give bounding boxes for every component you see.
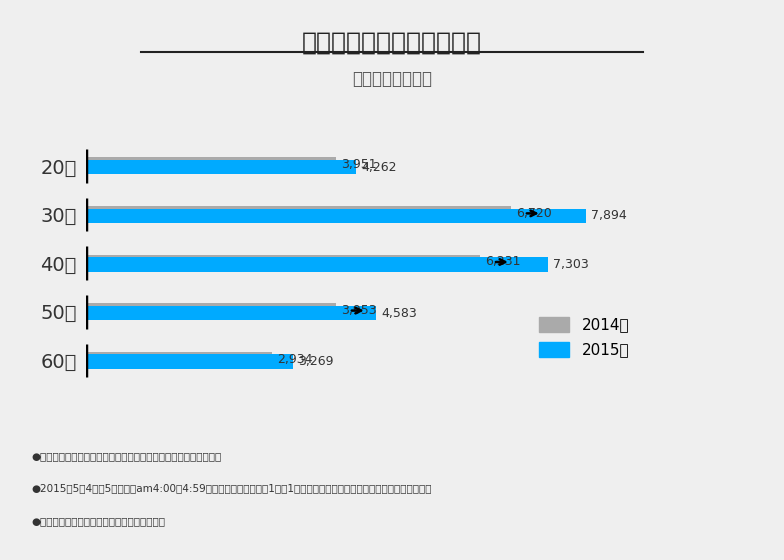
- Bar: [86, 354, 293, 369]
- Bar: [86, 304, 336, 318]
- Text: ●首都圏は東京都・千葉県・埼玉県・神奈川県: ●首都圏は東京都・千葉県・埼玉県・神奈川県: [31, 516, 165, 526]
- Text: 6,720: 6,720: [517, 207, 552, 220]
- Text: 6,231: 6,231: [485, 255, 521, 268]
- Text: （首都圏居住者）: （首都圏居住者）: [352, 70, 432, 88]
- Text: 3,951: 3,951: [341, 158, 377, 171]
- Text: ●2015年5月4日・5日の各日am4:00〜4:59の滞在者を集計し、「1日の1時間あたり」の人数として平均化。前年も同様。: ●2015年5月4日・5日の各日am4:00〜4:59の滞在者を集計し、「1日の…: [31, 483, 432, 493]
- Text: 4,262: 4,262: [361, 161, 397, 174]
- Text: 7,894: 7,894: [590, 209, 626, 222]
- Bar: [86, 352, 272, 366]
- Text: 4,583: 4,583: [381, 306, 417, 320]
- Bar: [86, 160, 356, 175]
- Legend: 2014年, 2015年: 2014年, 2015年: [532, 310, 635, 364]
- Bar: [86, 208, 586, 223]
- Text: 富山県来訪者の年齢別内訳: 富山県来訪者の年齢別内訳: [302, 31, 482, 55]
- Text: 3,269: 3,269: [298, 355, 333, 368]
- Bar: [86, 306, 376, 320]
- Text: ●出典：ドコモ・インサイトマーケティング「モバイル空間統計」: ●出典：ドコモ・インサイトマーケティング「モバイル空間統計」: [31, 451, 222, 461]
- Bar: [86, 257, 548, 272]
- Bar: [86, 206, 511, 221]
- Bar: [86, 255, 481, 269]
- Bar: [86, 157, 336, 172]
- Text: 7,303: 7,303: [554, 258, 589, 271]
- Text: 3,953: 3,953: [341, 304, 377, 317]
- Text: 2,934: 2,934: [277, 353, 312, 366]
